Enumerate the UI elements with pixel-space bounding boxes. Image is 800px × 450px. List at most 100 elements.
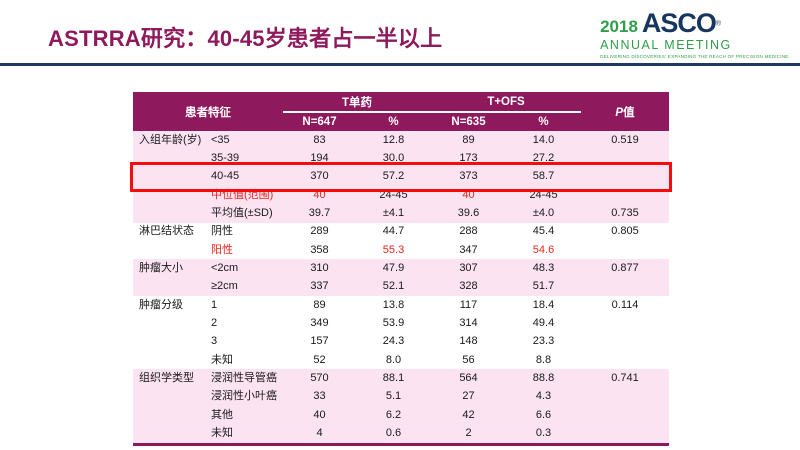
p-value — [581, 351, 670, 370]
value-n2: 148 — [431, 332, 506, 352]
value-n2: 314 — [431, 314, 506, 333]
patient-characteristics-table: 患者特征 T单药 T+OFS P值 N=647 % N=635 % 入组年龄(岁… — [130, 92, 672, 446]
value-n2: 347 — [431, 241, 506, 260]
value-n1: 358 — [283, 241, 356, 260]
value-n1: 4 — [283, 424, 356, 445]
value-pct1: 44.7 — [356, 222, 431, 242]
p-value — [581, 332, 670, 352]
row-group-label — [133, 149, 203, 168]
p-value — [581, 277, 670, 297]
row-group-label — [133, 186, 203, 205]
value-pct2: 4.3 — [506, 387, 582, 407]
p-value — [581, 406, 670, 425]
p-value — [581, 186, 670, 205]
table-row: ≥2cm 337 52.1 328 51.7 — [133, 277, 670, 297]
value-pct1: 30.0 — [356, 149, 431, 168]
value-pct1: 24.3 — [356, 332, 431, 352]
value-n1: 570 — [283, 369, 356, 388]
row-group-label: 入组年龄(岁) — [133, 131, 203, 150]
p-header-rest: 值 — [623, 106, 635, 119]
value-n2: 564 — [431, 369, 506, 388]
header-divider-line — [0, 63, 800, 66]
row-sub-label: 2 — [203, 314, 283, 333]
table-row: 40-45 370 57.2 373 58.7 — [133, 167, 670, 187]
p-value — [581, 167, 670, 187]
col-header-pct2: % — [506, 112, 582, 131]
value-n2: 328 — [431, 277, 506, 297]
row-sub-label: ≥2cm — [203, 277, 283, 297]
p-value: 0.114 — [581, 296, 670, 315]
col-header-pvalue: P值 — [581, 92, 670, 131]
p-value: 0.741 — [581, 369, 670, 388]
row-sub-label: 平均值(±SD) — [203, 204, 283, 223]
table-row: 未知 52 8.0 56 8.8 — [133, 351, 670, 370]
value-n1: 40 — [283, 186, 356, 205]
value-n1: 194 — [283, 149, 356, 168]
row-sub-label: 中位值(范围) — [203, 186, 283, 205]
row-sub-label: 未知 — [203, 424, 283, 445]
value-pct2: 48.3 — [506, 259, 582, 278]
logo-registered-mark: ® — [715, 20, 722, 28]
value-pct2: 58.7 — [506, 167, 582, 187]
row-group-label — [133, 167, 203, 187]
p-value — [581, 387, 670, 407]
row-sub-label: 阳性 — [203, 241, 283, 260]
table-row: 35-39 194 30.0 173 27.2 — [133, 149, 670, 168]
row-sub-label: 3 — [203, 332, 283, 352]
p-value — [581, 424, 670, 445]
table-row: 淋巴结状态 阴性 289 44.7 288 45.4 0.805 — [133, 222, 670, 242]
asco-logo-top: 2018 ASCO® — [600, 10, 790, 37]
row-sub-label: <35 — [203, 131, 283, 150]
row-group-label — [133, 332, 203, 352]
logo-tagline-text: DELIVERING DISCOVERIES: EXPANDING THE RE… — [600, 53, 790, 59]
value-n1: 157 — [283, 332, 356, 352]
value-pct1: 57.2 — [356, 167, 431, 187]
value-n1: 310 — [283, 259, 356, 278]
table-row: 阳性 358 55.3 347 54.6 — [133, 241, 670, 260]
value-n2: 288 — [431, 222, 506, 242]
value-n1: 33 — [283, 387, 356, 407]
row-sub-label: 1 — [203, 296, 283, 315]
row-group-label: 组织学类型 — [133, 369, 203, 388]
row-group-label — [133, 424, 203, 445]
value-n1: 370 — [283, 167, 356, 187]
value-pct1: 6.2 — [356, 406, 431, 425]
row-group-label — [133, 241, 203, 260]
value-n1: 52 — [283, 351, 356, 370]
logo-org-text: ASCO — [641, 8, 717, 38]
value-pct1: 8.0 — [356, 351, 431, 370]
logo-meeting-text: ANNUAL MEETING — [600, 38, 732, 52]
table-row: 中位值(范围) 40 24-45 40 24-45 — [133, 186, 670, 205]
value-pct1: 52.1 — [356, 277, 431, 297]
table-body: 入组年龄(岁) <35 83 12.8 89 14.0 0.519 35-39 194 30.0 1… — [133, 131, 670, 445]
value-pct1: 13.8 — [356, 296, 431, 315]
value-pct1: 55.3 — [356, 241, 431, 260]
row-group-label — [133, 387, 203, 407]
value-pct1: 0.6 — [356, 424, 431, 445]
value-n2: 39.6 — [431, 204, 506, 223]
row-sub-label: 40-45 — [203, 167, 283, 187]
value-n2: 40 — [431, 186, 506, 205]
p-value: 0.735 — [581, 204, 670, 223]
value-n2: 117 — [431, 296, 506, 315]
value-n2: 27 — [431, 387, 506, 407]
row-group-label: 肿瘤分级 — [133, 296, 203, 315]
p-value: 0.519 — [581, 131, 670, 150]
row-group-label: 淋巴结状态 — [133, 222, 203, 242]
value-pct1: 88.1 — [356, 369, 431, 388]
data-table: 患者特征 T单药 T+OFS P值 N=647 % N=635 % 入组年龄(岁… — [133, 92, 670, 446]
col-header-t-mono: T单药 — [283, 92, 431, 113]
logo-year-text: 2018 — [600, 17, 638, 36]
row-sub-label: 浸润性导管癌 — [203, 369, 283, 388]
value-n1: 89 — [283, 296, 356, 315]
row-group-label — [133, 351, 203, 370]
value-pct2: 23.3 — [506, 332, 582, 352]
table-row: 未知 4 0.6 2 0.3 — [133, 424, 670, 445]
table-row: 其他 40 6.2 42 6.6 — [133, 406, 670, 425]
value-pct2: 27.2 — [506, 149, 582, 168]
table-row: 平均值(±SD) 39.7 ±4.1 39.6 ±4.0 0.735 — [133, 204, 670, 223]
value-n2: 2 — [431, 424, 506, 445]
value-n1: 289 — [283, 222, 356, 242]
row-group-label — [133, 204, 203, 223]
row-group-label: 肿瘤大小 — [133, 259, 203, 278]
